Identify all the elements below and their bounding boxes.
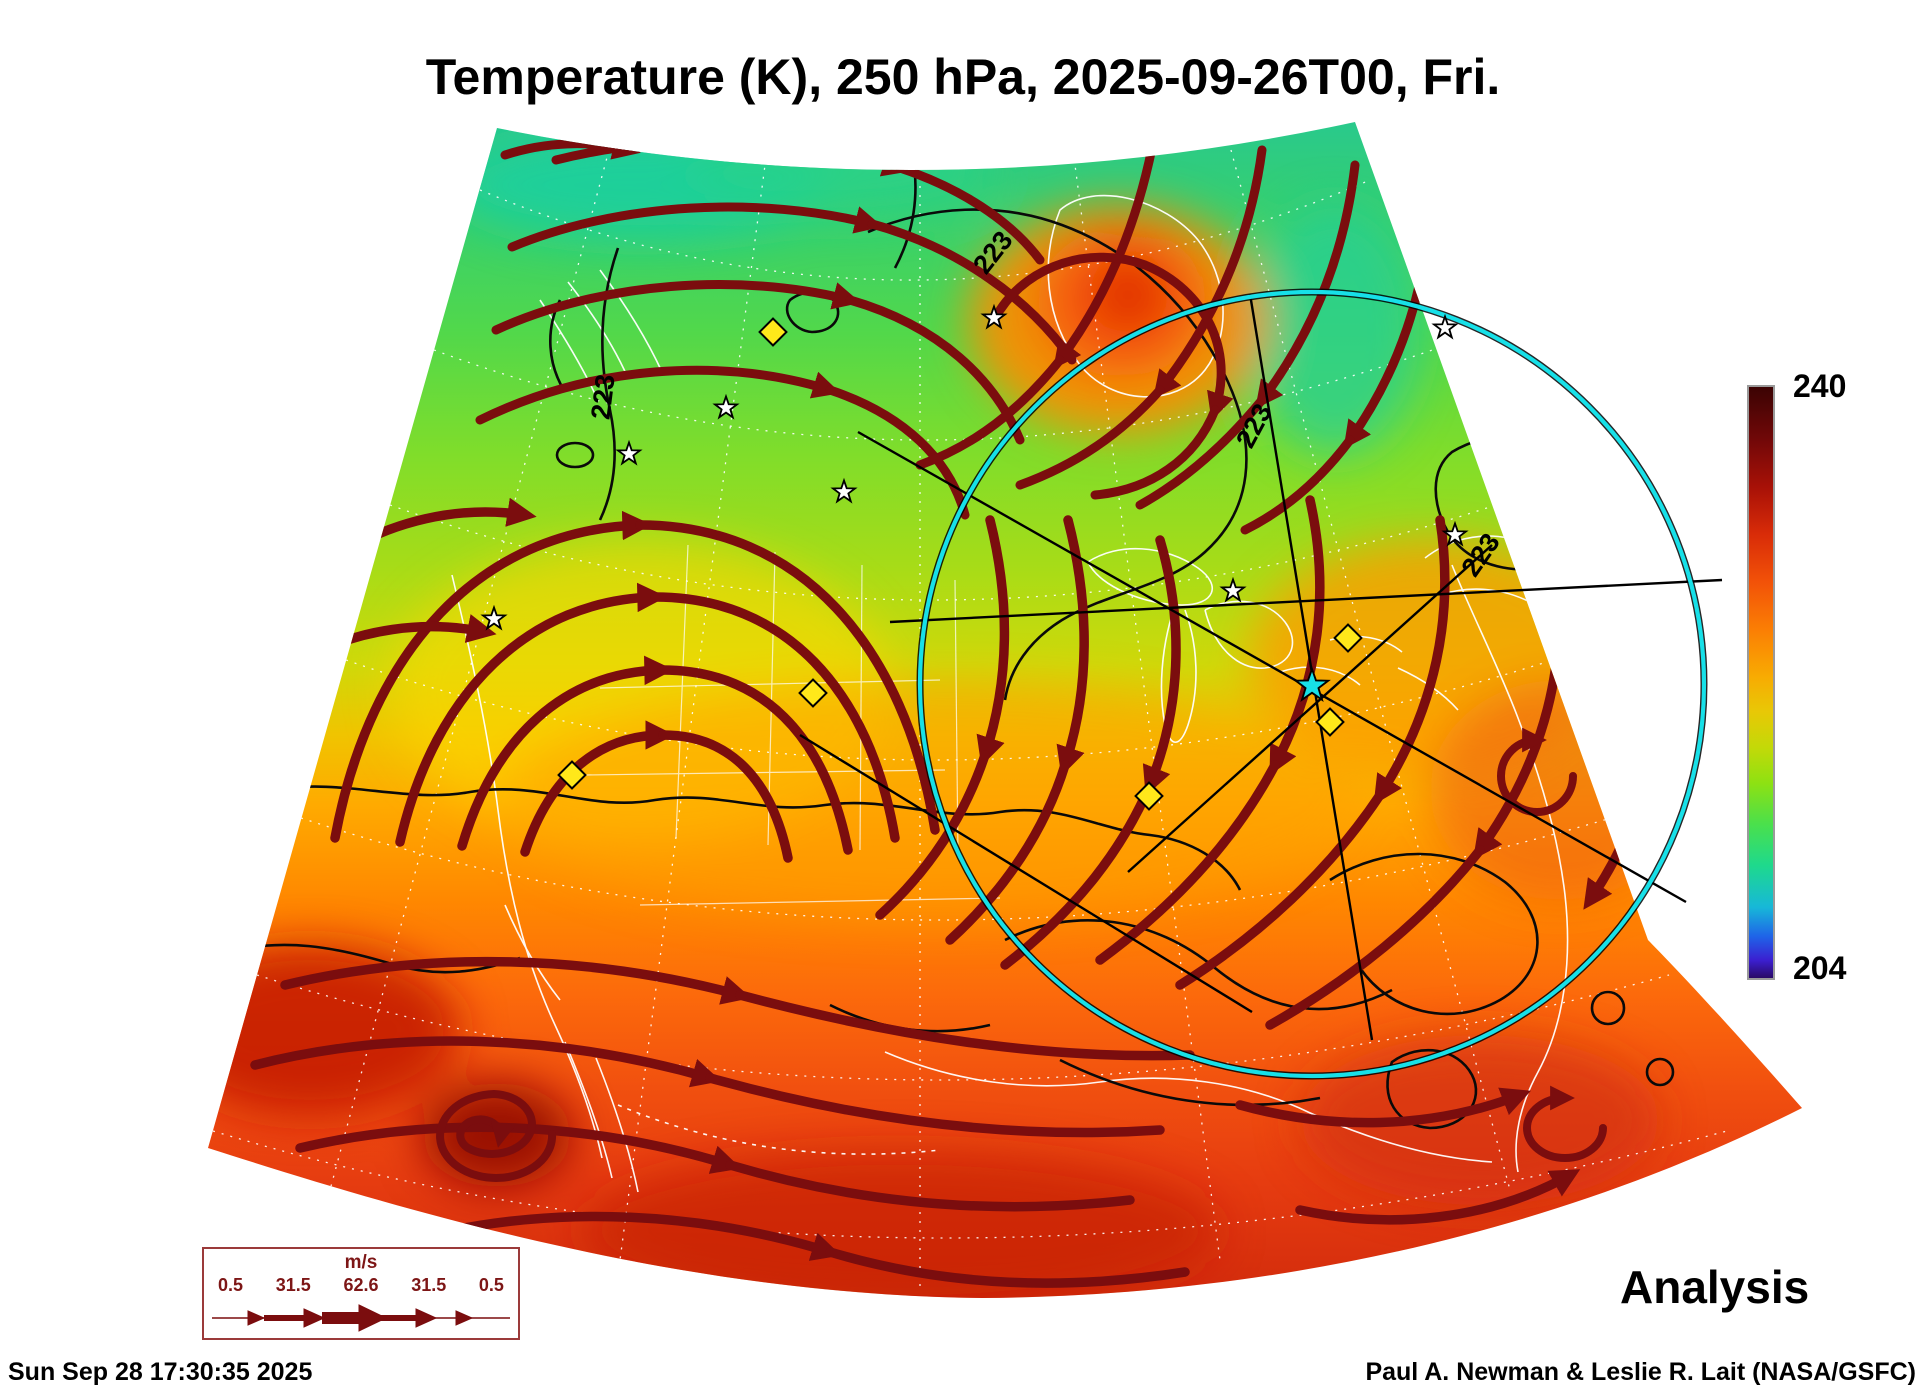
diamond-markers <box>557 317 1363 811</box>
wind-legend-value: 0.5 <box>478 1275 504 1295</box>
wind-legend-values: 0.5 31.5 62.6 31.5 0.5 <box>204 1275 518 1296</box>
page-title: Temperature (K), 250 hPa, 2025-09-26T00,… <box>425 49 1501 105</box>
range-circle <box>916 288 1708 1080</box>
streamline-layer <box>250 132 1663 1288</box>
wind-legend-value: 31.5 <box>275 1275 311 1295</box>
wind-legend-value: 31.5 <box>411 1275 447 1295</box>
wind-legend-arrow-icon <box>212 1304 510 1332</box>
colorbar-min-label: 204 <box>1793 950 1847 986</box>
colorbar <box>1747 385 1775 980</box>
wind-legend-unit: m/s <box>344 1252 378 1273</box>
station-markers <box>482 305 1467 811</box>
timestamp: Sun Sep 28 17:30:35 2025 <box>8 1358 313 1386</box>
colorbar-max-label: 240 <box>1793 368 1847 404</box>
wind-speed-legend: m/s 0.5 31.5 62.6 31.5 0.5 <box>202 1247 520 1340</box>
analysis-label: Analysis <box>1620 1261 1810 1313</box>
contour-label: 223 <box>585 373 620 421</box>
graticule-layer <box>212 149 1728 1290</box>
wind-legend-value: 0.5 <box>218 1275 244 1295</box>
wind-legend-value: 62.6 <box>343 1275 379 1295</box>
credit: Paul A. Newman & Leslie R. Lait (NASA/GS… <box>1365 1358 1916 1386</box>
overlay-lines <box>799 293 1723 1041</box>
